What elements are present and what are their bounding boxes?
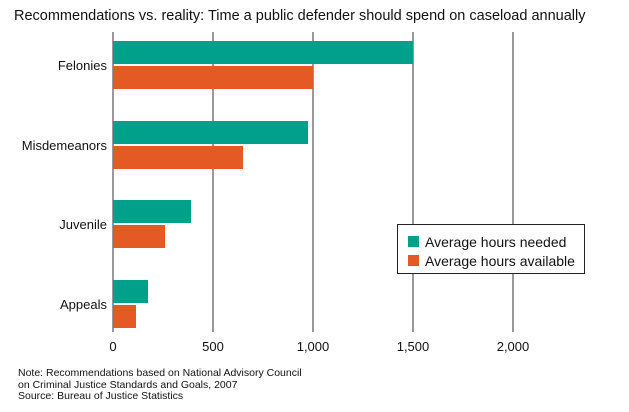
- category-label: Misdemeanors: [22, 138, 108, 153]
- bar-felonies-available: [113, 66, 313, 89]
- legend: Average hours needed Average hours avail…: [397, 224, 585, 274]
- source-line: Source: Bureau of Justice Statistics: [18, 390, 184, 402]
- bar-juvenile-needed: [113, 200, 191, 223]
- x-tick-label: 0: [109, 339, 116, 354]
- bars: [113, 41, 413, 328]
- legend-item-needed: Average hours needed: [408, 232, 584, 251]
- legend-item-available: Average hours available: [408, 251, 584, 270]
- category-label: Felonies: [58, 58, 108, 73]
- bar-appeals-needed: [113, 280, 148, 303]
- x-tick-label: 1,500: [397, 339, 430, 354]
- category-label: Juvenile: [59, 217, 107, 232]
- legend-label-available: Average hours available: [425, 252, 575, 269]
- chart-title: Recommendations vs. reality: Time a publ…: [14, 8, 586, 24]
- category-labels: Felonies Misdemeanors Juvenile Appeals: [22, 58, 108, 312]
- x-tick-label: 500: [202, 339, 224, 354]
- legend-label-needed: Average hours needed: [425, 233, 567, 250]
- note-line-2: on Criminal Justice Standards and Goals,…: [18, 378, 238, 391]
- bar-juvenile-available: [113, 225, 165, 248]
- bar-misdemeanors-available: [113, 146, 243, 169]
- bar-misdemeanors-needed: [113, 121, 308, 144]
- note-line-1: Note: Recommendations based on National …: [18, 367, 302, 379]
- footnotes: Note: Recommendations based on National …: [18, 367, 302, 403]
- x-tick-label: 1,000: [297, 339, 330, 354]
- x-tick-labels: 0 500 1,000 1,500 2,000: [109, 339, 529, 354]
- bar-felonies-needed: [113, 41, 413, 64]
- x-tick-label: 2,000: [497, 339, 530, 354]
- legend-swatch-needed: [408, 236, 419, 247]
- bar-appeals-available: [113, 305, 136, 328]
- legend-swatch-available: [408, 255, 419, 266]
- category-label: Appeals: [60, 297, 107, 312]
